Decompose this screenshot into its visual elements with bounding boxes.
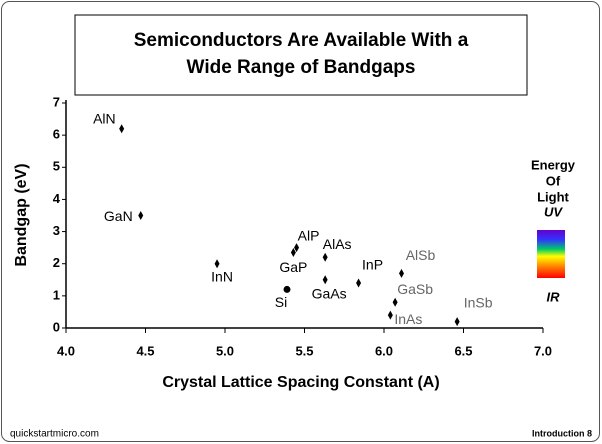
- point-label: Si: [275, 294, 287, 310]
- spectrum: [537, 230, 565, 278]
- x-tick-label: 6.0: [375, 343, 393, 358]
- x-tick-label: 4.0: [57, 343, 75, 358]
- point-label: AlSb: [406, 247, 436, 263]
- point-label: InAs: [394, 311, 422, 327]
- point-label: AlP: [298, 227, 320, 243]
- point: [119, 124, 125, 134]
- y-tick-label: 4: [53, 191, 61, 206]
- point: [398, 268, 404, 278]
- title-box: [74, 14, 528, 96]
- point-label: GaP: [279, 259, 307, 275]
- point: [290, 247, 296, 257]
- point-label: AlAs: [323, 236, 352, 252]
- point-label: GaN: [104, 208, 133, 224]
- title-line: Semiconductors Are Available With a: [134, 30, 469, 51]
- uv-label: UV: [544, 204, 563, 219]
- point-label: GaAs: [312, 285, 347, 301]
- point-label: InP: [362, 257, 383, 273]
- title-line: Wide Range of Bandgaps: [187, 57, 416, 78]
- y-tick-label: 2: [53, 255, 60, 270]
- ir-label: IR: [547, 289, 561, 304]
- y-axis-label: Bandgap (eV): [13, 163, 30, 266]
- point: [322, 252, 328, 262]
- side-heading: Light: [537, 189, 569, 204]
- point-label: InSb: [464, 294, 493, 310]
- y-tick-label: 5: [53, 159, 60, 174]
- point: [454, 317, 460, 327]
- x-tick-label: 4.5: [136, 343, 154, 358]
- y-tick-label: 1: [53, 287, 60, 302]
- point: [283, 285, 291, 293]
- x-tick-label: 5.0: [216, 343, 234, 358]
- x-tick-label: 7.0: [534, 343, 552, 358]
- point: [214, 259, 220, 269]
- point: [392, 297, 398, 307]
- x-tick-label: 6.5: [454, 343, 472, 358]
- y-tick-label: 0: [53, 319, 60, 334]
- point: [322, 275, 328, 285]
- footer-left: quickstartmicro.com: [10, 429, 99, 440]
- point: [294, 243, 300, 253]
- footer-right: Introduction 8: [532, 428, 592, 438]
- y-tick-label: 7: [53, 94, 60, 109]
- y-tick-label: 6: [53, 127, 60, 142]
- y-tick-label: 3: [53, 223, 60, 238]
- x-axis-label: Crystal Lattice Spacing Constant (A): [162, 374, 439, 391]
- point-label: InN: [211, 268, 233, 284]
- point: [138, 211, 144, 220]
- side-heading: Of: [546, 173, 561, 188]
- point: [387, 310, 393, 320]
- side-heading: Energy: [531, 157, 576, 172]
- x-tick-label: 5.5: [295, 343, 313, 358]
- point: [356, 278, 362, 288]
- point-label: AlN: [93, 110, 116, 126]
- point-label: GaSb: [397, 281, 433, 297]
